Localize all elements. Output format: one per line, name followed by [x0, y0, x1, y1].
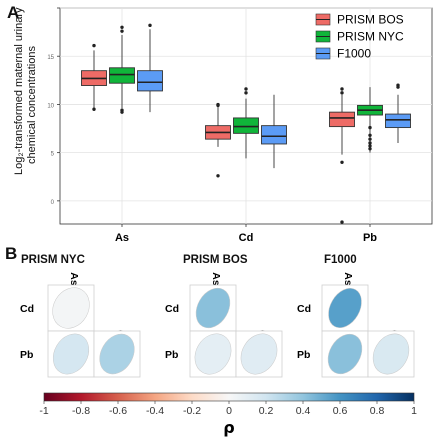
legend-label: PRISM NYC — [337, 30, 404, 44]
x-tick-label: As — [115, 232, 129, 244]
outlier-point — [340, 87, 344, 91]
box — [233, 117, 259, 134]
outlier-point — [368, 125, 372, 130]
y-tick-label: 5 — [51, 152, 55, 158]
corr-row-label: Cd — [165, 303, 179, 315]
corr-row-label: Cd — [20, 303, 34, 315]
x-tick-label: Cd — [239, 232, 254, 244]
corr-row-label: Pb — [165, 349, 178, 361]
corr-row-label: Pb — [20, 349, 33, 361]
x-tick-label: Pb — [363, 232, 377, 244]
colorbar-tick-label: 0.6 — [333, 405, 348, 417]
outlier-point — [120, 25, 124, 29]
corr-matrix: AsCdCdPb — [297, 272, 415, 378]
colorbar-tick-label: 1 — [411, 405, 417, 417]
outlier-point — [216, 102, 220, 107]
corr-ellipse — [52, 287, 90, 329]
colorbar-tick-label: -0.6 — [109, 405, 127, 417]
colorbar-tick-label: -0.8 — [72, 405, 90, 417]
corr-matrix: AsCdCdPb — [20, 272, 141, 378]
corr-col-label: As — [210, 272, 222, 286]
corr-ellipse — [99, 333, 135, 375]
box — [109, 67, 135, 84]
outlier-point — [368, 137, 372, 141]
colorbar-tick-label: -0.2 — [183, 405, 201, 417]
corr-matrix: AsCdCdPb — [165, 272, 283, 378]
corr-col-label: As — [68, 272, 80, 286]
colorbar-tick-label: -1 — [39, 405, 48, 417]
outlier-point — [244, 91, 248, 95]
outlier-point — [340, 160, 344, 164]
box — [329, 111, 355, 128]
corr-row-label: Cd — [297, 303, 311, 315]
outlier-point — [368, 147, 372, 151]
colorbar-gradient — [43, 392, 415, 402]
corr-ellipse — [52, 333, 90, 375]
corr-ellipse — [194, 333, 232, 375]
boxplot-panel: 0 5 10 15 As Cd Pb PRISM BOS PRISM NYC F1000 — [47, 7, 433, 244]
corr-row-label: Pb — [297, 349, 310, 361]
legend-label: PRISM BOS — [337, 13, 404, 27]
colorbar-tick-label: 0 — [226, 405, 232, 417]
outlier-point — [340, 91, 344, 95]
colorbar-tick-label: 0.4 — [296, 405, 311, 417]
outlier-point — [92, 43, 96, 48]
outlier-point — [92, 107, 96, 111]
corr-ellipse — [328, 288, 362, 328]
y-tick-label: 10 — [47, 103, 54, 109]
legend-label: F1000 — [337, 47, 371, 61]
colorbar-label: ρ — [223, 418, 234, 437]
corr-ellipse — [195, 287, 231, 329]
colorbar: -1 -0.8 -0.6 -0.4 -0.2 0 0.2 0.4 0.6 0.8 1 ρ — [39, 392, 417, 437]
outlier-point — [148, 23, 152, 28]
colorbar-tick-label: 0.2 — [259, 405, 274, 417]
box — [261, 125, 287, 145]
outlier-point — [368, 133, 372, 137]
corr-col-label: As — [342, 272, 354, 286]
outlier-point — [368, 144, 372, 148]
corr-title-f1000: F1000 — [324, 254, 357, 266]
colorbar-tick-label: 0.8 — [370, 405, 385, 417]
box — [137, 70, 163, 92]
panel-a-letter: A — [7, 3, 20, 22]
corr-title-bos: PRISM BOS — [183, 254, 248, 266]
corr-ellipse — [372, 333, 410, 375]
outlier-point — [244, 87, 248, 91]
corr-ellipse — [240, 333, 278, 375]
legend: PRISM BOS PRISM NYC F1000 — [315, 13, 404, 61]
outlier-point — [120, 110, 124, 114]
outlier-point — [340, 220, 344, 224]
y-tick-label: 15 — [47, 55, 54, 61]
outlier-point — [216, 174, 220, 178]
panel-b-letter: B — [5, 244, 18, 263]
corr-title-nyc: PRISM NYC — [21, 254, 85, 266]
outlier-point — [368, 141, 372, 145]
corr-ellipse — [327, 333, 363, 375]
box — [385, 113, 411, 129]
correlation-panels: AsCdCdPbAsCdCdPbAsCdCdPb — [20, 272, 415, 378]
outlier-point — [120, 29, 124, 33]
outlier-point — [396, 83, 400, 87]
y-tick-label: 0 — [51, 200, 55, 206]
colorbar-tick-label: -0.4 — [146, 405, 164, 417]
